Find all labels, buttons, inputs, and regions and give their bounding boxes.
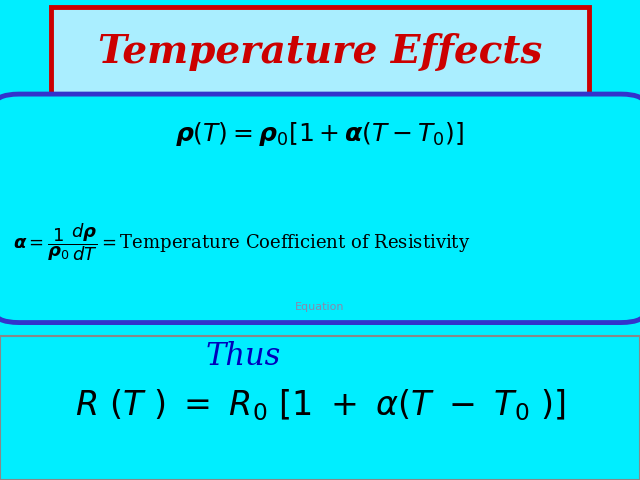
FancyBboxPatch shape bbox=[51, 7, 589, 97]
Text: Equation: Equation bbox=[295, 302, 345, 312]
Text: Temperature Effects: Temperature Effects bbox=[98, 33, 542, 71]
Text: $R\ (T\ )\ =\ R_0\ \left[1\ +\ \alpha(T\ -\ T_0\ )\right]$: $R\ (T\ )\ =\ R_0\ \left[1\ +\ \alpha(T\… bbox=[74, 387, 566, 423]
Text: $\boldsymbol{\alpha}=\dfrac{1}{\boldsymbol{\rho}_0}\dfrac{d\boldsymbol{\rho}}{dT: $\boldsymbol{\alpha}=\dfrac{1}{\boldsymb… bbox=[13, 221, 470, 263]
Text: Thus: Thus bbox=[205, 341, 281, 372]
FancyBboxPatch shape bbox=[0, 94, 640, 323]
Text: $\boldsymbol{\rho}(T)=\boldsymbol{\rho}_0\left[1+\boldsymbol{\alpha}(T-T_0)\righ: $\boldsymbol{\rho}(T)=\boldsymbol{\rho}_… bbox=[175, 120, 465, 148]
